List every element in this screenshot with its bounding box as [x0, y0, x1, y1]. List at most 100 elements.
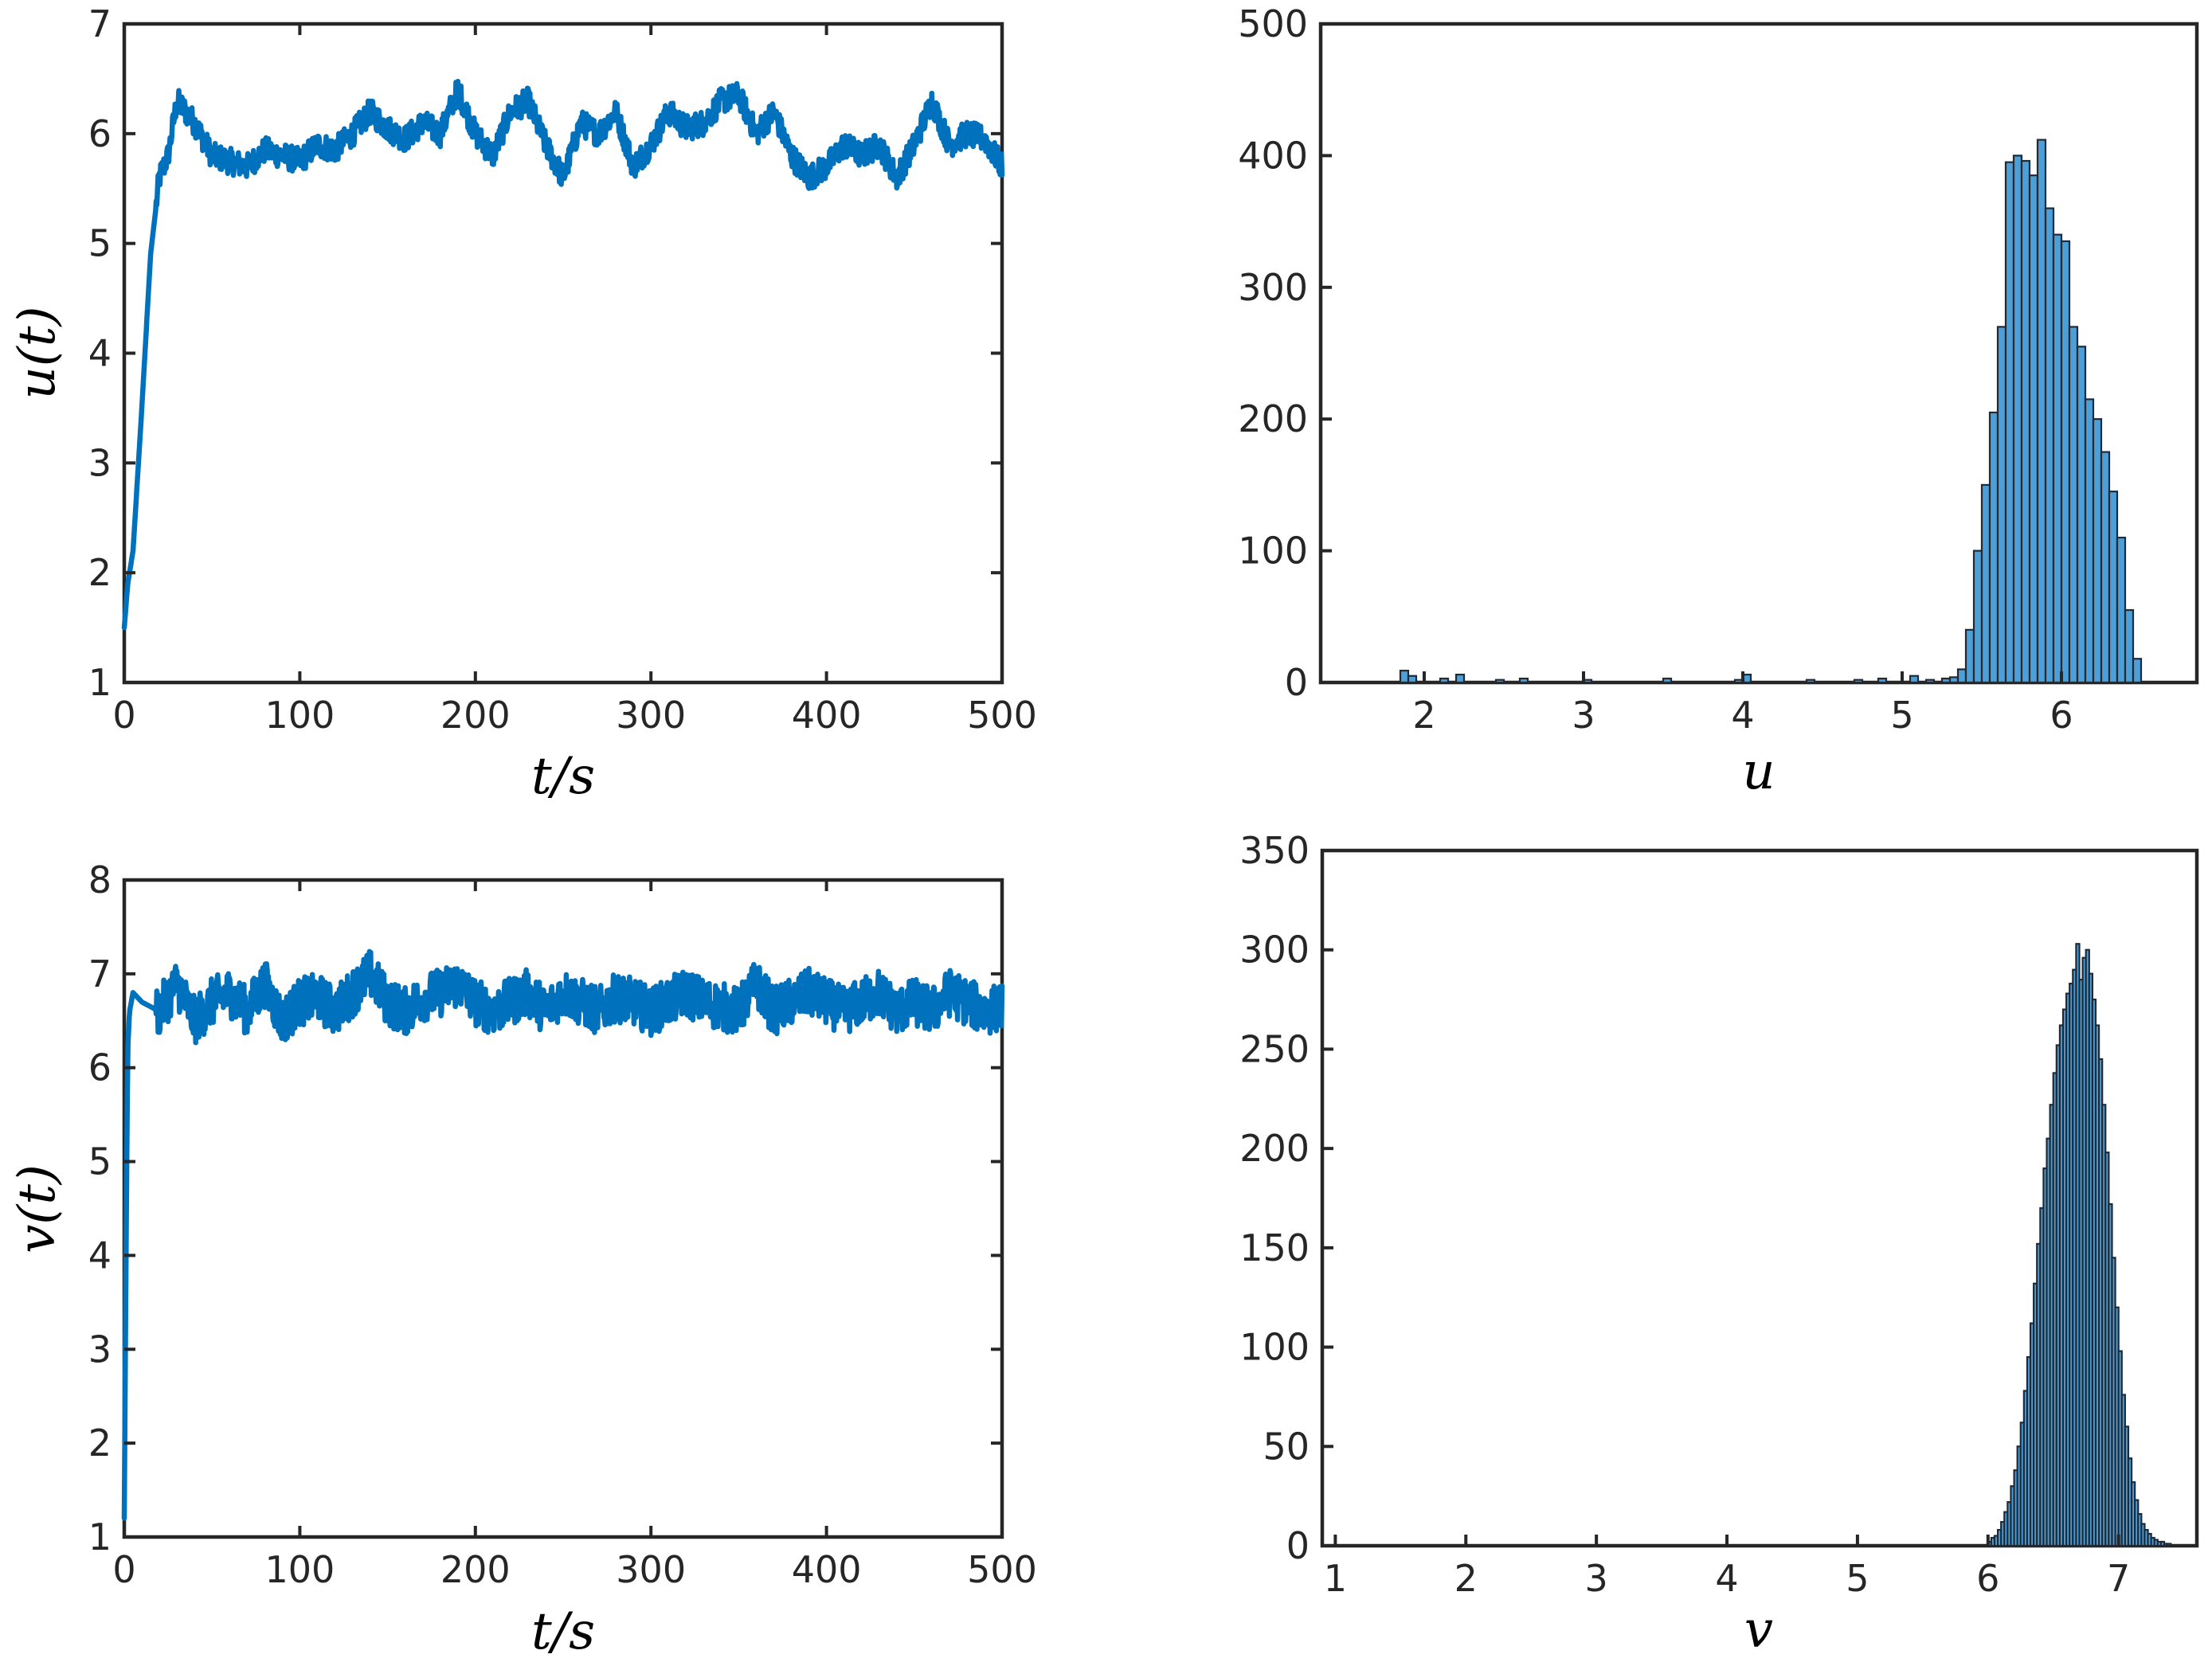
histogram-bar — [1964, 628, 1975, 684]
histogram-bar — [2132, 658, 2143, 684]
axis-ticks: 0 100 200 300 400 500 1 2 3 4 5 6 7 8 — [88, 858, 1037, 1591]
histogram-bar — [1439, 677, 1450, 684]
axis-ticks: 2 3 4 5 6 0 100 200 300 400 500 — [1238, 2, 2073, 737]
histogram-bar — [1988, 411, 1999, 684]
histogram-bar — [2167, 1543, 2172, 1547]
histogram-bar — [2092, 418, 2103, 684]
x-tick-label: 200 — [440, 694, 511, 737]
x-tick-label: 500 — [967, 1548, 1037, 1591]
x-tick-label: 3 — [1572, 694, 1595, 737]
series-line — [121, 78, 1005, 631]
y-tick-label: 5 — [88, 1140, 112, 1183]
axis-ticks: 1 2 3 4 5 6 7 0 50 100 150 200 250 300 350 — [1239, 829, 2130, 1600]
y-tick-label: 200 — [1239, 1127, 1310, 1170]
data-line-series — [121, 948, 1005, 1521]
histogram-bar — [1972, 549, 1983, 684]
data-line-series — [121, 78, 1005, 631]
y-tick-label: 0 — [1285, 661, 1308, 704]
histogram-bar — [2076, 346, 2087, 684]
x-axis-label: t/s — [531, 747, 595, 806]
y-tick-label: 2 — [88, 551, 112, 594]
histogram-bar — [1805, 679, 1816, 684]
y-tick-label: 200 — [1238, 397, 1308, 440]
y-tick-label: 3 — [88, 1328, 112, 1371]
y-tick-label: 0 — [1286, 1524, 1310, 1567]
y-tick-label: 7 — [88, 952, 112, 995]
histogram-bar — [1956, 668, 1967, 684]
histogram-bar — [2044, 207, 2055, 684]
histogram-bar — [2004, 161, 2015, 684]
y-tick-label: 300 — [1238, 266, 1308, 309]
x-tick-label: 100 — [264, 694, 335, 737]
x-tick-label: 3 — [1585, 1557, 1608, 1600]
y-tick-label: 3 — [88, 441, 112, 484]
y-tick-label: 400 — [1238, 134, 1308, 177]
histogram-bar — [2028, 174, 2039, 684]
histogram-bar — [1407, 675, 1418, 684]
x-tick-label: 4 — [1715, 1557, 1738, 1600]
histogram-bar — [2052, 233, 2063, 684]
y-tick-label: 500 — [1238, 2, 1308, 45]
y-tick-label: 50 — [1263, 1425, 1310, 1468]
x-axis-label: t/s — [531, 1602, 595, 1661]
axis-ticks: 0 100 200 300 400 500 1 2 3 4 5 6 7 — [88, 2, 1037, 737]
histogram-bar — [2100, 451, 2111, 684]
y-tick-label: 2 — [88, 1422, 112, 1465]
x-tick-label: 2 — [1454, 1557, 1478, 1600]
y-tick-label: 4 — [88, 332, 112, 375]
panel-v-time: 0 100 200 300 400 500 1 2 3 4 5 6 7 8 t/s v(t) — [8, 858, 1037, 1661]
histogram-bar — [1909, 675, 1920, 684]
y-tick-label: 100 — [1239, 1326, 1310, 1369]
y-tick-label: 250 — [1239, 1027, 1310, 1070]
histogram-bar — [1454, 673, 1466, 684]
y-tick-label: 1 — [88, 661, 112, 704]
y-tick-label: 1 — [88, 1515, 112, 1558]
panel-u-hist: 2 3 4 5 6 0 100 200 300 400 500 u — [1238, 2, 2199, 801]
x-tick-label: 500 — [967, 694, 1037, 737]
histogram-bar — [2020, 159, 2031, 684]
histogram-bars — [1399, 139, 2143, 684]
y-tick-label: 6 — [88, 1046, 112, 1089]
histogram-bar — [2068, 326, 2079, 684]
y-tick-label: 6 — [88, 112, 112, 155]
y-tick-label: 4 — [88, 1234, 112, 1277]
y-tick-label: 7 — [88, 2, 112, 45]
x-tick-label: 6 — [2050, 694, 2073, 737]
histogram-bar — [1877, 677, 1888, 684]
histogram-bar — [1662, 677, 1673, 684]
plot-frame — [1320, 848, 2199, 1548]
x-tick-label: 200 — [440, 1548, 511, 1591]
x-tick-label: 300 — [616, 1548, 686, 1591]
histogram-bar — [1853, 679, 1864, 684]
y-tick-label: 100 — [1238, 530, 1308, 573]
y-tick-label: 350 — [1239, 829, 1310, 872]
y-axis-label: u(t) — [8, 307, 67, 400]
histogram-bar — [1399, 670, 1410, 684]
histogram-bars — [1987, 943, 2172, 1547]
histogram-bar — [2084, 398, 2095, 684]
y-axis-label: v(t) — [8, 1164, 67, 1253]
histogram-bar — [2036, 139, 2047, 684]
panel-v-hist: 1 2 3 4 5 6 7 0 50 100 150 200 250 300 350 v — [1239, 829, 2199, 1660]
histogram-bar — [1948, 676, 1959, 684]
histogram-bar — [2116, 536, 2127, 684]
x-axis-label: u — [1742, 742, 1775, 801]
x-tick-label: 5 — [1890, 694, 1913, 737]
x-tick-label: 100 — [264, 1548, 335, 1591]
x-tick-label: 400 — [792, 1548, 862, 1591]
histogram-bar — [2060, 240, 2071, 684]
y-tick-label: 150 — [1239, 1226, 1310, 1269]
x-tick-label: 7 — [2107, 1557, 2130, 1600]
x-tick-label: 300 — [616, 694, 686, 737]
series-line — [121, 948, 1005, 1521]
y-tick-label: 300 — [1239, 929, 1310, 972]
x-tick-label: 0 — [112, 1548, 135, 1591]
histogram-bar — [2108, 491, 2119, 684]
x-tick-label: 1 — [1324, 1557, 1347, 1600]
plot-frame — [1318, 22, 2199, 685]
histogram-bar — [1940, 677, 1952, 684]
y-tick-label: 5 — [88, 222, 112, 265]
histogram-bar — [2124, 608, 2135, 684]
histogram-bar — [1924, 679, 1936, 684]
